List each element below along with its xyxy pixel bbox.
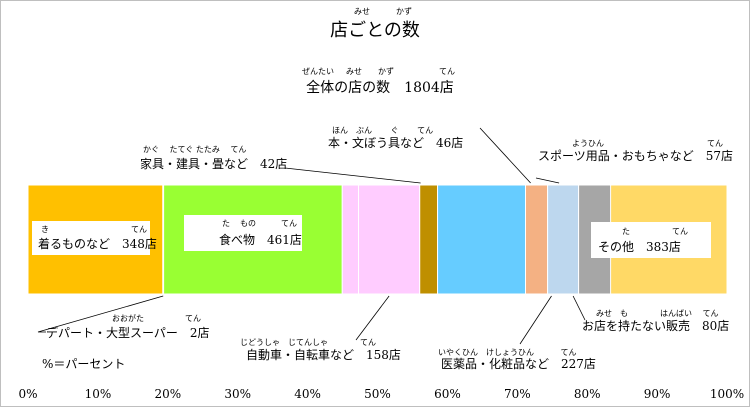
label-nostore: お店を持たない販売 80店 [582, 318, 729, 333]
label-department: デパート・大型スーパー 2店 [46, 325, 210, 340]
label-vehicles: 自動車・自転車など 158店 [246, 348, 401, 362]
ruby-nostore: みせ も はんばい てん [596, 309, 719, 318]
x-tick-label: 20% [154, 387, 181, 401]
label-food: 食べ物 461店 [219, 232, 302, 247]
leader-medicine [519, 295, 552, 345]
ruby-other-ten: てん [672, 227, 688, 236]
ruby-department: おおがた [112, 313, 144, 323]
x-tick-label: 10% [85, 387, 112, 401]
ruby-sports-ten: てん [707, 139, 723, 148]
ruby-books: ほん ぶん ぐ てん [332, 126, 433, 135]
leader-vehicles [355, 295, 390, 341]
title-ruby-mise: みせ [354, 7, 370, 16]
ruby-other-ta: た [622, 227, 630, 236]
leader-furniture [284, 167, 421, 184]
label-clothing: 着るものなど 348店 [38, 236, 157, 251]
x-tick-label: 100% [710, 387, 744, 401]
subtitle-ruby-ten: てん [439, 67, 455, 76]
ruby-medicine: いやくひん けしょうひん てん [438, 348, 577, 357]
x-tick-label: 0% [18, 387, 37, 401]
subtitle-ruby-kazu: かず [378, 66, 394, 76]
ruby-department-ten: てん [185, 314, 201, 323]
label-sports: スポーツ用品・おもちゃなど 57店 [538, 149, 733, 163]
bar-books [419, 184, 439, 295]
label-furniture: 家具・建具・畳など 42店 [140, 156, 287, 171]
chart-title: 店ごとの数 [330, 20, 420, 41]
subtitle-ruby-zentai: ぜんたい [302, 67, 334, 76]
x-tick-label: 50% [364, 387, 391, 401]
leader-nostore [572, 295, 586, 321]
unit-note: %＝パーセント [42, 357, 125, 371]
x-tick-label: 90% [644, 387, 671, 401]
ruby-vehicles: じどうしゃ じてんしゃ てん [240, 338, 376, 347]
label-box-food [184, 215, 302, 251]
leader-books [479, 127, 531, 184]
label-box-clothing [32, 221, 150, 255]
ruby-sports: ようひん [572, 139, 604, 148]
label-books: 本・文ぼう具など 46店 [328, 135, 463, 150]
x-tick-label: 60% [434, 387, 461, 401]
leader-department [37, 295, 164, 333]
label-box-other [591, 222, 711, 258]
ruby-furniture: かぐ たてぐ たたみ てん [143, 145, 246, 154]
leader-lines [37, 127, 586, 345]
title-ruby-kazu: かず [396, 6, 412, 16]
x-axis-ticks: 0% 10% 20% 30% 40% 50% 60% 70% 80% 90% 100% [18, 387, 744, 401]
chart-subtitle: 全体の店の数 1804店 [306, 79, 454, 96]
x-tick-label: 70% [504, 387, 531, 401]
ruby-clothing-ki: き [41, 225, 49, 234]
ruby-food-mono: もの [240, 219, 256, 228]
bar-medicine [437, 184, 527, 295]
subtitle-ruby-mise: みせ [346, 67, 362, 76]
ruby-food-ten: てん [281, 219, 297, 228]
ruby-clothing-ten: てん [131, 225, 147, 234]
label-other: その他 383店 [598, 240, 681, 254]
ruby-food-ta: た [222, 219, 230, 228]
bar-furniture [341, 184, 360, 295]
bar-sports [525, 184, 549, 295]
label-medicine: 医薬品・化粧品など 227店 [441, 357, 596, 371]
x-tick-label: 40% [294, 387, 321, 401]
leader-sports [535, 177, 560, 184]
x-tick-label: 80% [574, 387, 601, 401]
bar-vehicles [358, 184, 421, 295]
bar-nostore [547, 184, 580, 295]
bar-segments [27, 184, 728, 295]
x-tick-label: 30% [224, 387, 251, 401]
